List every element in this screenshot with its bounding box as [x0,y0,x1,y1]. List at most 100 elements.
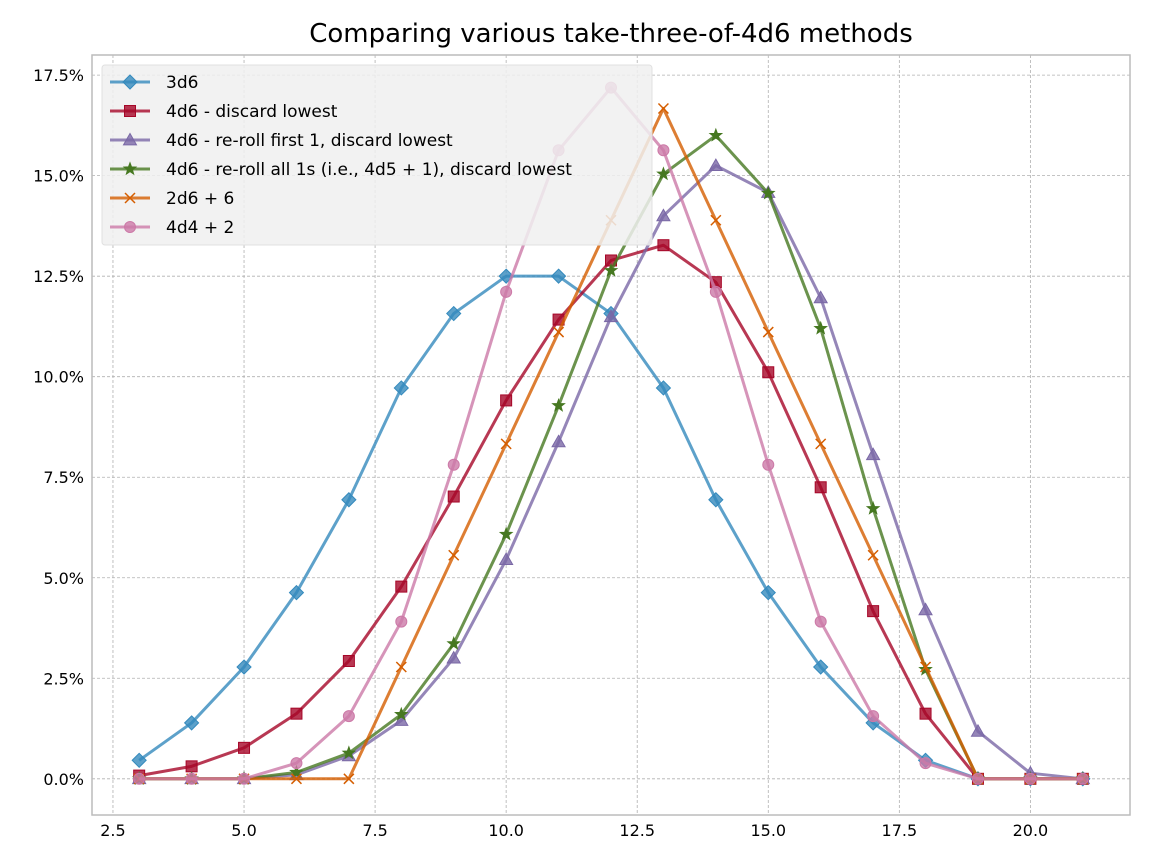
point-marker-star [446,636,462,650]
point-marker-square [867,605,880,618]
point-marker-x [343,773,355,785]
point-marker-x [815,438,827,450]
point-marker-star [498,526,514,541]
point-marker-square [500,394,513,407]
point-marker-star [122,161,138,176]
point-marker-square [290,707,303,720]
legend-label: 2d6 + 6 [166,189,234,209]
x-tick-label: 7.5 [362,821,387,840]
point-marker-diamond [236,659,252,675]
point-marker-star [341,745,357,760]
point-marker-star [708,127,724,142]
legend-entry: 4d4 + 2 [110,218,234,238]
point-marker-square [447,490,460,503]
point-marker-triangle [970,723,986,737]
chart-title: Comparing various take-three-of-4d6 meth… [309,19,913,49]
point-marker-x [920,661,932,673]
point-marker-circle [124,221,136,233]
x-tick-label: 15.0 [750,821,786,840]
legend-label: 4d6 - re-roll first 1, discard lowest [166,131,453,151]
y-tick-label: 2.5% [43,669,84,688]
point-marker-star [865,500,881,515]
point-marker-square [395,580,408,593]
x-tick-label: 17.5 [882,821,918,840]
y-tick-label: 12.5% [33,267,84,286]
point-marker-diamond [655,380,672,396]
point-marker-diamond [446,305,462,322]
point-marker-circle [867,710,880,723]
point-marker-circle [709,285,722,298]
legend-entry: 2d6 + 6 [110,189,234,209]
point-marker-diamond [708,492,724,508]
point-marker-square [185,760,198,773]
point-marker-x [124,192,136,204]
legend-entry: 4d6 - re-roll all 1s (i.e., 4d5 + 1), di… [110,160,572,180]
point-marker-triangle [865,447,881,461]
point-marker-diamond [550,268,567,284]
point-marker-x [553,326,565,338]
point-marker-triangle [551,434,566,448]
point-marker-circle [814,615,827,628]
point-marker-star [551,397,566,412]
grid-lines [92,55,1130,815]
legend-label: 3d6 [166,73,198,93]
point-marker-circle [185,772,198,785]
point-marker-circle [919,757,932,770]
y-tick-label: 15.0% [33,167,84,186]
point-marker-circle [447,458,460,471]
point-marker-triangle [446,650,462,664]
x-tick-label: 20.0 [1013,821,1049,840]
point-marker-circle [762,458,775,471]
point-marker-x [762,326,774,338]
point-marker-x [500,438,512,450]
legend-entry: 4d6 - re-roll first 1, discard lowest [110,131,453,151]
point-marker-x [448,549,460,561]
point-marker-square [238,741,251,754]
point-marker-triangle [603,309,619,323]
y-tick-label: 0.0% [43,770,84,789]
point-marker-circle [133,772,146,785]
point-marker-circle [500,285,513,298]
point-marker-circle [971,772,984,785]
point-marker-star [813,320,828,335]
point-marker-circle [238,772,251,785]
legend-label: 4d6 - discard lowest [166,102,338,122]
point-marker-triangle [813,290,829,304]
point-marker-square [814,481,827,494]
point-marker-circle [290,757,303,770]
legend-label: 4d4 + 2 [166,218,234,238]
point-marker-circle [657,144,670,157]
point-marker-star [394,706,409,721]
point-marker-square [762,366,775,379]
point-marker-triangle [122,132,138,146]
point-marker-square [342,654,355,667]
point-marker-diamond [760,584,776,601]
y-axis: 0.0% 2.5% 5.0% 7.5% 10.0% 12.5% 15.0% 17.5% [33,66,84,789]
point-marker-star [603,262,619,277]
point-marker-triangle [656,208,671,222]
point-marker-x [290,773,302,785]
point-marker-diamond [183,715,200,731]
x-tick-label: 5.0 [231,821,256,840]
point-marker-square [124,105,136,117]
point-marker-diamond [812,659,829,675]
point-marker-x [657,102,669,115]
point-marker-circle [342,710,355,723]
point-marker-diamond [341,492,357,508]
point-marker-x [867,549,879,561]
point-marker-circle [395,615,408,628]
x-tick-label: 2.5 [100,821,125,840]
point-marker-x [710,214,722,226]
x-tick-label: 10.0 [488,821,524,840]
point-marker-star [760,185,776,200]
legend-entry: 3d6 [110,73,198,93]
plot-frame [91,54,1131,816]
point-marker-diamond [393,380,410,396]
point-marker-x [395,661,407,673]
point-marker-square [657,239,670,252]
point-marker-triangle [708,158,724,171]
point-marker-star [289,764,304,779]
legend-entry: 4d6 - discard lowest [110,102,338,122]
legend: 3d6 4d6 - discard lowest 4d6 - re-roll fir… [101,64,653,246]
